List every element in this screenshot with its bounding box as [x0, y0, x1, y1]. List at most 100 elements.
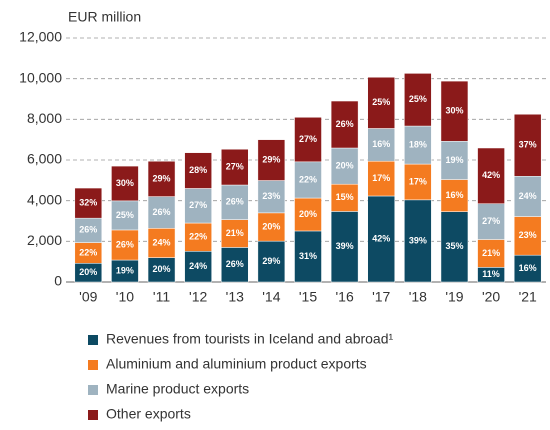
- bar-segment: [147, 196, 176, 229]
- bar-segment: [221, 247, 249, 283]
- bar-segment: [74, 217, 103, 243]
- value-label: 29%: [262, 154, 280, 164]
- value-label: 27%: [189, 200, 207, 210]
- value-label: 17%: [409, 176, 427, 186]
- value-label: 30%: [116, 178, 134, 188]
- legend-swatch: [88, 410, 98, 420]
- bar-segment: [440, 80, 469, 142]
- y-tick-label: 12,000: [19, 29, 62, 45]
- x-tick-label: '20: [482, 289, 500, 305]
- value-label: 27%: [482, 216, 500, 226]
- bar-segment: [294, 197, 322, 232]
- value-label: 28%: [189, 165, 207, 175]
- value-label: 42%: [372, 233, 390, 243]
- bar-segment: [367, 160, 395, 197]
- bar-segment: [404, 73, 432, 127]
- bar-segment: [513, 114, 542, 177]
- bar-segment: [404, 199, 432, 283]
- value-label: 22%: [189, 232, 207, 242]
- bar-segment: [257, 139, 286, 181]
- bar-segment: [74, 187, 103, 219]
- bar-segment: [257, 240, 286, 283]
- value-label: 27%: [226, 161, 244, 171]
- value-label: 25%: [116, 210, 134, 220]
- bar-segment: [404, 163, 432, 201]
- y-tick-label: 6,000: [27, 151, 62, 167]
- y-tick-label: 2,000: [27, 232, 62, 248]
- value-label: 20%: [153, 264, 171, 274]
- value-label: 31%: [299, 251, 317, 261]
- x-tick-label: '11: [153, 289, 170, 305]
- value-label: 23%: [262, 191, 280, 201]
- value-label: 21%: [482, 248, 500, 258]
- bar-segment: [147, 257, 176, 283]
- legend-swatch: [88, 335, 98, 345]
- bar-segment: [221, 148, 249, 186]
- value-label: 20%: [299, 209, 317, 219]
- value-label: 27%: [299, 134, 317, 144]
- bar-segment: [404, 125, 432, 165]
- value-label: 20%: [262, 221, 280, 231]
- bar-segment: [440, 211, 469, 283]
- bar-segment: [147, 160, 176, 197]
- bar-segment: [294, 230, 322, 283]
- value-label: 19%: [116, 265, 134, 275]
- x-tick-label: '12: [189, 289, 207, 305]
- value-label: 21%: [226, 228, 244, 238]
- bar-segment: [367, 128, 395, 162]
- value-label: 23%: [519, 230, 537, 240]
- y-tick-label: 8,000: [27, 110, 62, 126]
- x-tick-label: '09: [79, 289, 97, 305]
- value-label: 35%: [445, 241, 463, 251]
- x-tick-label: '14: [262, 289, 280, 305]
- value-label: 26%: [79, 225, 97, 235]
- bar-segment: [367, 195, 395, 283]
- legend-swatch: [88, 360, 98, 370]
- x-tick-label: '18: [409, 289, 427, 305]
- bar-segment: [221, 184, 249, 220]
- value-label: 22%: [79, 247, 97, 257]
- bar-segment: [257, 212, 286, 242]
- bar-segment: [367, 76, 395, 129]
- value-label: 29%: [153, 173, 171, 183]
- bar-segment: [111, 200, 139, 231]
- legend-label: Revenues from tourists in Iceland and ab…: [106, 331, 393, 347]
- value-label: 25%: [372, 97, 390, 107]
- value-label: 39%: [336, 241, 354, 251]
- value-label: 16%: [372, 139, 390, 149]
- bar-segment: [330, 183, 359, 212]
- bar-segment: [111, 165, 139, 202]
- value-label: 22%: [299, 174, 317, 184]
- bar-segment: [330, 100, 359, 149]
- bar-segment: [184, 152, 212, 189]
- value-label: 29%: [262, 256, 280, 266]
- value-label: 30%: [445, 106, 463, 116]
- bar-segment: [477, 147, 505, 204]
- value-label: 37%: [519, 140, 537, 150]
- value-label: 17%: [372, 173, 390, 183]
- bar-segment: [440, 179, 469, 212]
- bar-segment: [513, 176, 542, 217]
- x-tick-label: '13: [226, 289, 244, 305]
- bar-segment: [111, 229, 139, 261]
- y-tick-label: 10,000: [19, 69, 62, 85]
- y-tick-label: 0: [54, 273, 62, 289]
- value-label: 16%: [445, 190, 463, 200]
- x-tick-label: '21: [519, 289, 537, 305]
- value-label: 11%: [482, 269, 500, 279]
- bar-segment: [294, 117, 322, 163]
- bar-segment: [513, 216, 542, 256]
- legend-label: Marine product exports: [106, 381, 249, 397]
- value-label: 26%: [226, 197, 244, 207]
- value-label: 39%: [409, 235, 427, 245]
- bar-segment: [184, 188, 212, 224]
- value-label: 15%: [336, 192, 354, 202]
- value-label: 19%: [445, 155, 463, 165]
- bar-segment: [294, 161, 322, 199]
- bar-segment: [184, 251, 212, 283]
- value-label: 26%: [226, 259, 244, 269]
- legend-label: Aluminium and aluminium product exports: [106, 356, 367, 372]
- value-label: 24%: [153, 237, 171, 247]
- bar-segment: [221, 219, 249, 248]
